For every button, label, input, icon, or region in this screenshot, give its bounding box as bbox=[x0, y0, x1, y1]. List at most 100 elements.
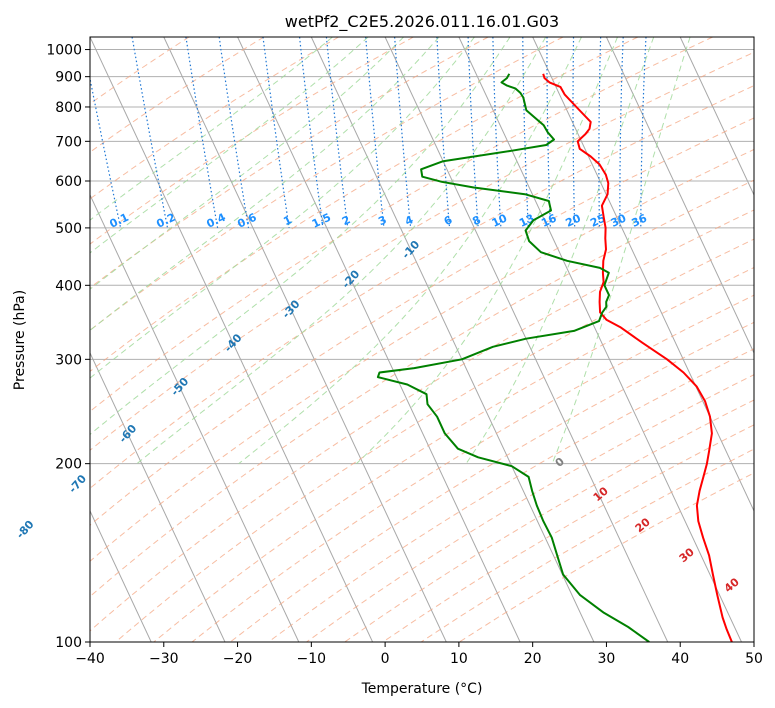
moist-adiabat-line bbox=[355, 37, 618, 465]
mixing-ratio-label: 10 bbox=[490, 211, 510, 229]
mixing-ratio-label: 2 bbox=[340, 213, 352, 228]
dry-adiabat-line bbox=[115, 238, 754, 642]
isotherm-line bbox=[458, 37, 742, 642]
mixing-ratio-label: 6 bbox=[442, 213, 455, 228]
mixing-ratio-label: 13 bbox=[517, 212, 536, 230]
x-axis: −40 −30 −20 −10 0 10 20 30 40 50 bbox=[75, 642, 763, 667]
mixing-ratio-line bbox=[325, 37, 349, 228]
mixing-ratio-label: 36 bbox=[630, 211, 650, 229]
theta-label: 20 bbox=[633, 515, 653, 535]
y-tick-label: 900 bbox=[55, 70, 82, 86]
moist-adiabat-line bbox=[465, 37, 655, 464]
isotherm-line bbox=[532, 37, 754, 513]
mixing-ratio-line bbox=[90, 75, 122, 229]
dry-adiabat-line bbox=[90, 148, 754, 562]
x-tick-label: −10 bbox=[297, 651, 327, 667]
isotherm-line bbox=[90, 37, 374, 642]
mixing-ratio-line bbox=[262, 37, 290, 228]
mixing-ratio-line bbox=[365, 37, 385, 228]
mixing-ratio-line bbox=[598, 37, 602, 228]
y-tick-label: 600 bbox=[55, 174, 82, 190]
dry-adiabat-line bbox=[90, 179, 754, 598]
moist-adiabat-line bbox=[90, 37, 511, 436]
chart-title: wetPf2_C2E5.2026.011.16.01.G03 bbox=[285, 12, 559, 32]
dry-adiabat-line bbox=[90, 117, 754, 526]
dry-adiabat-line bbox=[191, 294, 754, 642]
x-tick-label: 50 bbox=[745, 651, 763, 667]
mixing-ratio-line bbox=[394, 37, 412, 228]
x-tick-label: 0 bbox=[381, 651, 390, 667]
isotherm-line bbox=[605, 37, 754, 355]
mixing-ratio-label: 20 bbox=[564, 211, 584, 229]
dry-adiabat-line bbox=[90, 37, 639, 373]
sounding-series bbox=[376, 73, 733, 642]
y-tick-label: 500 bbox=[55, 221, 82, 237]
isotherm-label: -70 bbox=[66, 472, 89, 496]
y-tick-label: 300 bbox=[55, 352, 82, 368]
dry-adiabat-line bbox=[90, 37, 339, 200]
mixing-ratio-line bbox=[436, 37, 451, 228]
dry-adiabat-line bbox=[90, 37, 414, 245]
x-tick-label: −20 bbox=[223, 651, 253, 667]
moist-adiabat-line bbox=[238, 37, 582, 465]
theta-label: 30 bbox=[677, 545, 697, 565]
y-tick-label: 700 bbox=[55, 134, 82, 150]
x-tick-label: 10 bbox=[450, 651, 468, 667]
isotherm-label: -30 bbox=[280, 297, 303, 321]
y-tick-label: 1000 bbox=[46, 43, 82, 59]
y-tick-label: 200 bbox=[55, 457, 82, 473]
isotherm-label: -40 bbox=[222, 331, 245, 355]
moist-adiabat-line bbox=[90, 37, 333, 221]
isotherm-line bbox=[163, 37, 447, 642]
moist-adiabat-line bbox=[90, 37, 475, 379]
dry-adiabat-line bbox=[90, 85, 754, 489]
isotherm-line bbox=[0, 37, 4, 642]
isotherm-label: -50 bbox=[168, 375, 191, 399]
isotherm-line bbox=[753, 37, 754, 39]
mixing-ratio-line bbox=[467, 37, 479, 228]
isotherm-label: -60 bbox=[116, 422, 139, 446]
mixing-ratio-label: 8 bbox=[470, 213, 482, 228]
y-tick-label: 400 bbox=[55, 278, 82, 294]
plot-frame bbox=[89, 36, 755, 643]
theta-label: 40 bbox=[722, 575, 742, 595]
x-tick-label: −30 bbox=[149, 651, 179, 667]
moist-adiabat-line bbox=[90, 37, 404, 290]
dry-adiabat-line bbox=[459, 472, 754, 642]
isotherm-line bbox=[90, 351, 226, 642]
moist-adiabat-line bbox=[90, 37, 440, 331]
mixing-ratio-line bbox=[619, 37, 624, 228]
x-tick-label: −40 bbox=[75, 651, 105, 667]
mixing-ratio-line bbox=[299, 37, 324, 228]
dry-adiabat-line bbox=[306, 374, 754, 642]
mixing-ratio-line bbox=[131, 37, 169, 229]
isotherm-line bbox=[679, 37, 754, 197]
isotherm-label: -80 bbox=[14, 518, 37, 542]
background-lines bbox=[0, 37, 754, 642]
mixing-ratio-label: 16 bbox=[539, 211, 559, 229]
dry-adiabat-line bbox=[90, 51, 754, 451]
dry-adiabat-line bbox=[90, 209, 754, 632]
mixing-ratio-label: 30 bbox=[609, 211, 629, 229]
mixing-ratio-line bbox=[572, 37, 576, 228]
x-tick-label: 30 bbox=[598, 651, 616, 667]
temperature-line bbox=[542, 73, 733, 642]
mixing-ratio-line bbox=[218, 37, 250, 229]
moist-adiabat-line bbox=[551, 37, 691, 464]
y-axis-label: Pressure (hPa) bbox=[12, 290, 28, 390]
dry-adiabat-line bbox=[90, 37, 713, 413]
dry-adiabat-line bbox=[90, 37, 190, 105]
theta-label: 0 bbox=[553, 455, 567, 470]
x-tick-label: 40 bbox=[671, 651, 689, 667]
dry-adiabat-line bbox=[90, 37, 489, 289]
moist-adiabat-line bbox=[90, 37, 369, 254]
dry-adiabat-line bbox=[382, 424, 754, 642]
mixing-ratio-line bbox=[185, 37, 219, 229]
isotherm-line bbox=[90, 509, 152, 642]
moist-adiabat-line bbox=[136, 37, 547, 465]
isotherm-line bbox=[237, 37, 521, 642]
theta-label: 10 bbox=[591, 484, 611, 504]
x-tick-label: 20 bbox=[524, 651, 542, 667]
dry-adiabat-line bbox=[90, 37, 564, 331]
